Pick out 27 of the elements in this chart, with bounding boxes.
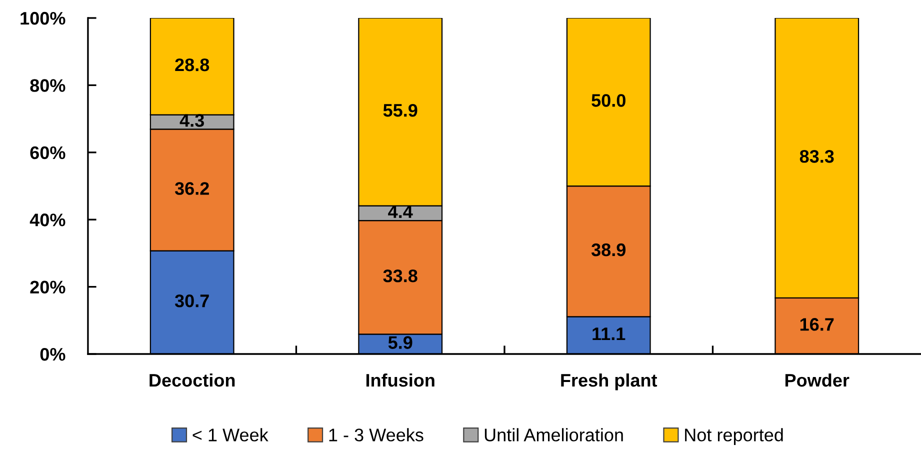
y-tick-label: 80% <box>30 79 66 92</box>
x-tick-label: Decoction <box>150 373 235 387</box>
data-label: 4.3 <box>180 114 204 127</box>
x-tick-label: Infusion <box>366 373 434 387</box>
data-label: 33.8 <box>383 269 418 282</box>
data-label: 38.9 <box>591 243 626 256</box>
data-label: 28.8 <box>175 58 210 72</box>
legend-label: < 1 Week <box>192 428 268 442</box>
data-label: 5.9 <box>388 336 412 349</box>
data-label: 36.2 <box>174 182 209 195</box>
data-label: 11.1 <box>592 328 626 340</box>
y-tick-label: 20% <box>30 280 66 294</box>
data-label: 30.7 <box>174 294 209 308</box>
y-tick-label: 100% <box>20 12 66 25</box>
x-tick-label: Fresh plant <box>561 373 658 390</box>
data-label: 4.4 <box>388 205 413 218</box>
legend-label: Not reported <box>685 428 783 445</box>
legend-label: Until Amelioration <box>484 428 623 442</box>
data-label: 16.7 <box>800 318 834 331</box>
y-tick-label: 0% <box>40 348 66 361</box>
data-label: 55.9 <box>383 104 418 117</box>
x-tick-label: Powder <box>785 373 850 387</box>
data-label: 83.3 <box>800 150 834 163</box>
legend-label: 1 - 3 Weeks <box>329 428 424 442</box>
y-tick-label: 60% <box>30 146 66 160</box>
data-label: 50.0 <box>592 94 626 107</box>
y-tick-label: 40% <box>30 214 66 226</box>
